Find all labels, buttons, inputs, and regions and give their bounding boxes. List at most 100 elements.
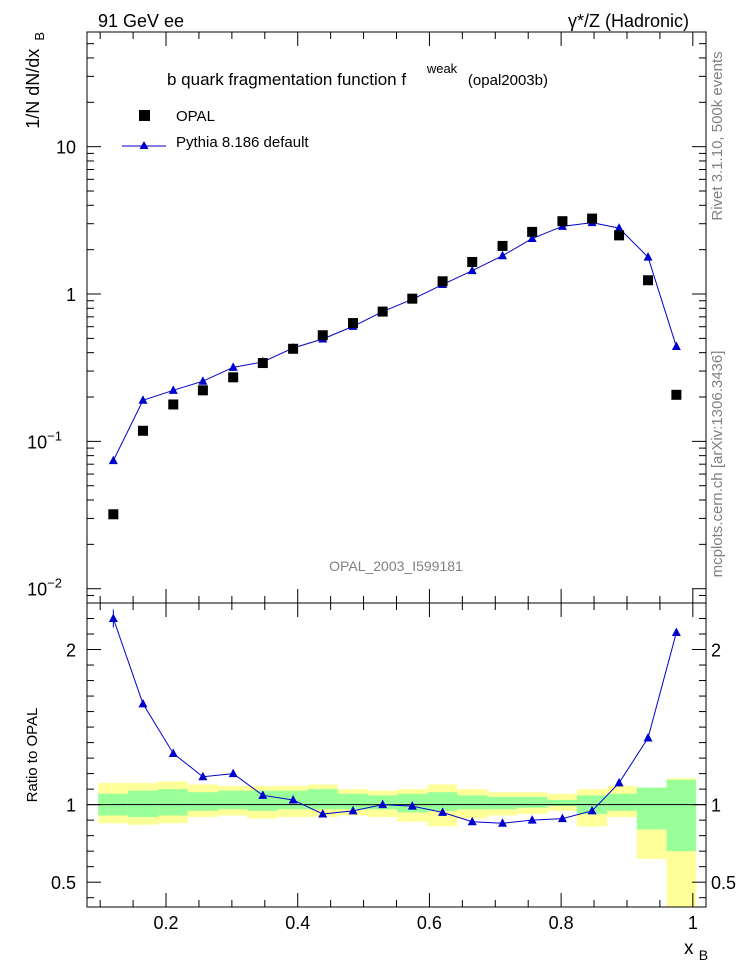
ratio-point xyxy=(318,808,328,818)
ratio-stat-uncertainty-band xyxy=(218,790,248,810)
ratio-stat-uncertainty-band xyxy=(247,790,278,811)
x-tick-label: 1 xyxy=(688,913,698,933)
ratio-series-line xyxy=(112,618,677,824)
opal-data-point xyxy=(643,275,654,286)
opal-data-point xyxy=(168,399,179,410)
legend: OPAL Pythia 8.186 default xyxy=(122,108,309,151)
ratio-point xyxy=(378,799,388,809)
plot-title: b quark fragmentation function f weak (o… xyxy=(167,58,548,89)
ratio-point xyxy=(198,771,208,781)
ratio-point xyxy=(438,807,448,816)
opal-data-point xyxy=(197,385,208,396)
x-axis-label: x B xyxy=(684,938,708,963)
pythia-point xyxy=(168,385,178,394)
analysis-label: OPAL_2003_I599181 xyxy=(329,558,463,574)
ratio-plot-axes: 0.5 0.5 1 1 2 2 0.2 0.4 0.6 0.8 1 xyxy=(51,603,736,933)
ratio-stat-uncertainty-band xyxy=(636,787,667,830)
pythia-point xyxy=(614,223,624,232)
legend-opal-marker xyxy=(139,110,150,121)
pythia-point xyxy=(138,395,148,404)
ratio-plot-frame xyxy=(86,602,707,908)
opal-data-point xyxy=(317,330,328,341)
x-tick-label: 0.4 xyxy=(285,913,310,933)
ratio-y-tick-label: 2 xyxy=(66,641,76,661)
pythia-series-line xyxy=(112,222,677,461)
ratio-point xyxy=(527,815,537,824)
x-tick-label: 0.6 xyxy=(417,913,442,933)
ratio-point xyxy=(467,816,477,826)
pythia-point xyxy=(198,376,208,385)
x-tick-label: 0.2 xyxy=(154,913,179,933)
main-y-tick-label-base: 10 xyxy=(27,580,47,600)
x-axis-label-main: x xyxy=(684,938,694,959)
main-y-tick-label-base: 10 xyxy=(27,432,47,452)
ratio-y-axis-label: Ratio to OPAL xyxy=(24,708,41,803)
ratio-y-tick-label-right: 2 xyxy=(711,641,721,661)
opal-data-point xyxy=(407,293,418,304)
ratio-point xyxy=(348,805,358,815)
ratio-stat-uncertainty-band xyxy=(127,790,159,818)
plot-title-main: b quark fragmentation function f xyxy=(167,70,406,89)
opal-data-point xyxy=(437,276,448,287)
main-plot-marks xyxy=(108,213,682,520)
ratio-plot-marks xyxy=(108,609,681,827)
ratio-point xyxy=(228,768,238,778)
opal-data-point xyxy=(614,230,625,241)
main-y-tick-label: 10 xyxy=(56,138,76,158)
pythia-point xyxy=(527,233,537,243)
ratio-point xyxy=(643,732,653,742)
ratio-point xyxy=(498,818,508,827)
ratio-point xyxy=(138,698,148,708)
ratio-point xyxy=(614,777,624,787)
main-y-tick-label-base: 1 xyxy=(66,285,76,305)
rivet-label: Rivet 3.1.10, 500k events xyxy=(709,51,726,220)
ratio-point xyxy=(587,805,597,815)
ratio-point xyxy=(671,627,681,636)
ratio-stat-uncertainty-band xyxy=(457,795,488,810)
main-y-axis-label-main: 1/N dN/dx xyxy=(23,49,43,129)
ratio-stat-uncertainty-band xyxy=(666,779,697,852)
pythia-point xyxy=(671,341,681,351)
ratio-stat-uncertainty-band xyxy=(607,793,637,811)
ratio-uncertainty-bands xyxy=(98,778,697,907)
ratio-point xyxy=(557,813,567,823)
plot-title-tail: (opal2003b) xyxy=(468,72,548,89)
ratio-stat-uncertainty-band xyxy=(307,789,338,810)
ratio-point xyxy=(258,790,268,799)
ratio-stat-uncertainty-band xyxy=(158,789,188,816)
pythia-point xyxy=(228,362,238,371)
opal-data-point xyxy=(671,389,682,400)
main-y-tick-label-exponent: −2 xyxy=(47,576,62,591)
ratio-plot-panel: 0.5 0.5 1 1 2 2 0.2 0.4 0.6 0.8 1 Ratio to OPAL x … xyxy=(24,602,736,963)
ratio-point xyxy=(407,801,417,810)
main-y-axis-label-sub: B xyxy=(32,32,47,41)
mcplots-label: mcplots.cern.ch [arXiv:1306.3436] xyxy=(709,351,726,578)
ratio-y-tick-label: 0.5 xyxy=(51,873,76,893)
main-y-axis-label: 1/N dN/dx B xyxy=(23,32,47,129)
legend-pythia-marker xyxy=(139,141,149,149)
ratio-y-tick-label-right: 1 xyxy=(711,796,721,816)
opal-data-point xyxy=(288,343,299,354)
main-y-tick-label: 10−2 xyxy=(27,576,62,600)
ratio-stat-uncertainty-band xyxy=(427,792,458,811)
ratio-stat-uncertainty-band xyxy=(487,796,518,810)
legend-pythia-label: Pythia 8.186 default xyxy=(176,134,309,151)
ratio-y-tick-label-right: 0.5 xyxy=(711,873,736,893)
main-y-tick-label: 10−1 xyxy=(27,428,62,452)
x-tick-label: 0.8 xyxy=(549,913,574,933)
opal-data-point xyxy=(527,226,538,237)
ratio-y-tick-label: 1 xyxy=(66,796,76,816)
main-y-tick-label-exponent: −1 xyxy=(47,428,62,443)
opal-data-point xyxy=(228,372,239,383)
opal-data-point xyxy=(467,256,478,267)
header-process: γ*/Z (Hadronic) xyxy=(568,11,689,31)
header-energy: 91 GeV ee xyxy=(98,11,184,31)
ratio-point xyxy=(168,748,178,757)
ratio-stat-uncertainty-band xyxy=(187,792,219,811)
x-axis-label-sub: B xyxy=(699,947,708,963)
pythia-point xyxy=(467,265,477,275)
ratio-stat-uncertainty-band xyxy=(547,799,577,807)
